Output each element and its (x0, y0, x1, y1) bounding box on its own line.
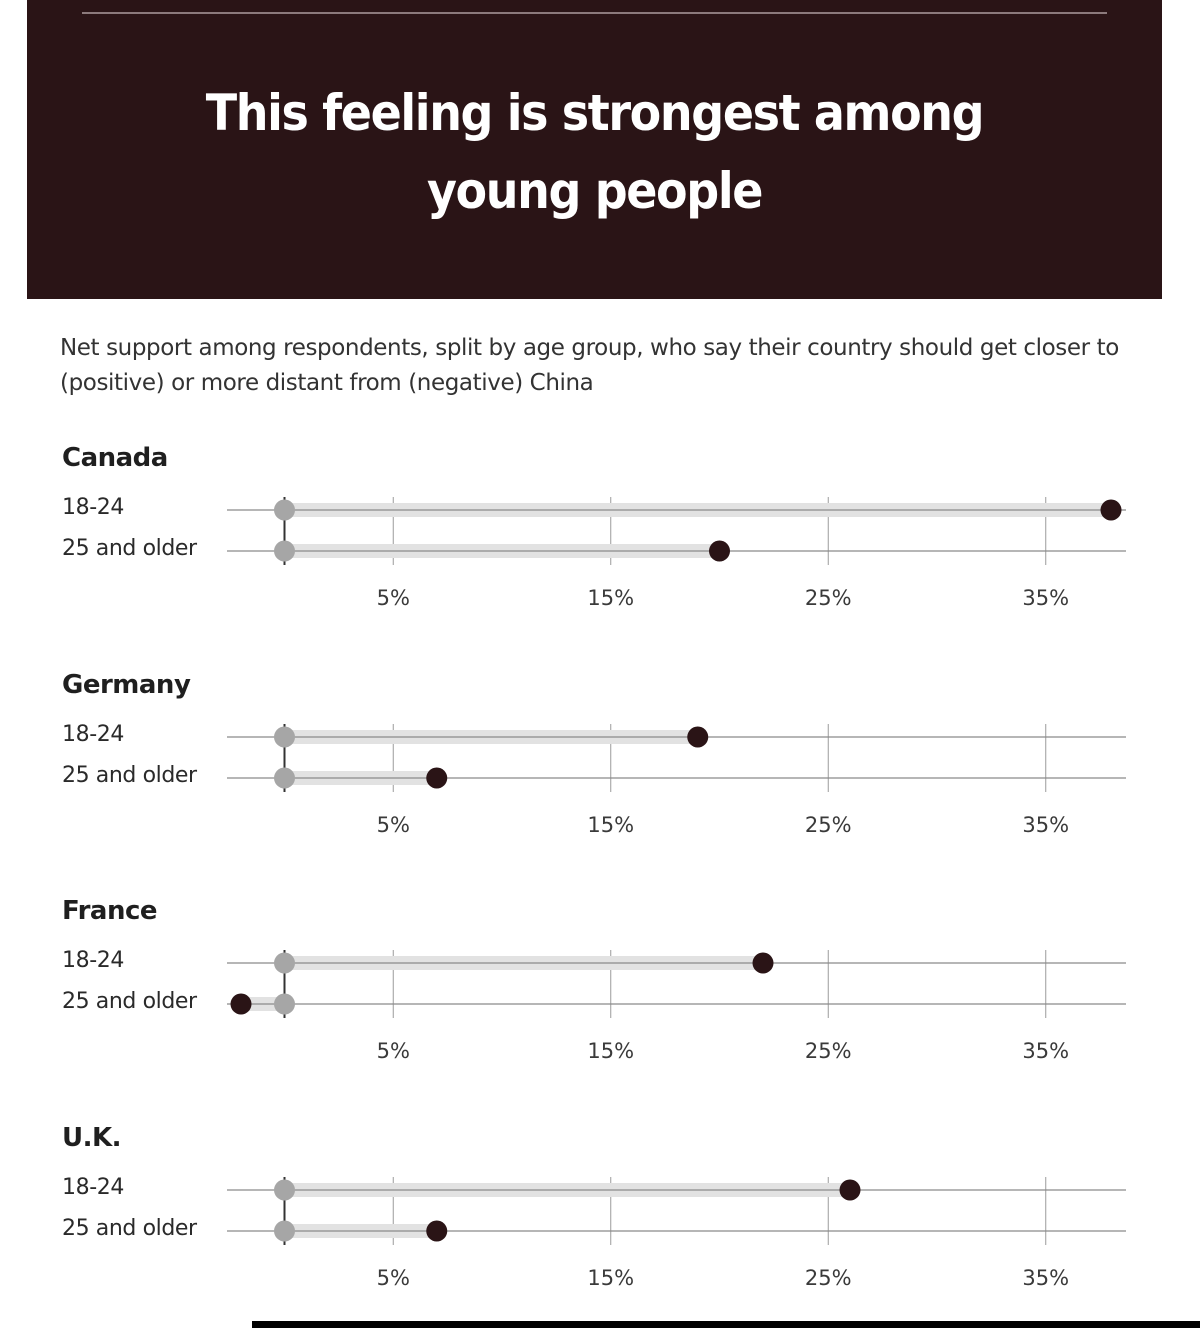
chart-panel: France 18-24 25 and older 5% 15% 25% 35% (0, 896, 1200, 1096)
value-dot (709, 540, 730, 562)
row-label: 18-24 (62, 495, 124, 520)
row-label: 25 and older (62, 1216, 197, 1241)
row-label: 18-24 (62, 948, 124, 973)
baseline-dot (274, 993, 295, 1015)
tick-label: 35% (1022, 586, 1069, 610)
tick-label: 15% (587, 1266, 634, 1290)
tick-label: 5% (377, 586, 410, 610)
value-dot (752, 952, 774, 974)
row-label: 25 and older (62, 536, 197, 561)
row-label: 25 and older (62, 989, 197, 1014)
tick-label: 5% (377, 813, 410, 837)
tick-label: 35% (1022, 1266, 1069, 1290)
chart-panel: U.K. 18-24 25 and older 5% 15% 25% 35% (0, 1123, 1200, 1323)
baseline-dot (274, 1220, 295, 1242)
row-label: 18-24 (62, 1175, 124, 1200)
chart-subtitle: Net support among respondents, split by … (60, 335, 1119, 396)
dot-plot: 5% 15% 25% 35% (227, 497, 1126, 610)
dot-plot: 5% 15% 25% 35% (227, 1177, 1126, 1290)
row-label: 18-24 (62, 722, 124, 747)
tick-label: 5% (377, 1266, 410, 1290)
page-title: This feeling is strongest among young pe… (72, 74, 1116, 230)
dot-plot: 5% 15% 25% 35% (227, 724, 1126, 837)
footer-bar (252, 1321, 1200, 1328)
tick-label: 25% (805, 586, 852, 610)
baseline-dot (274, 499, 295, 521)
header-banner: This feeling is strongest among young pe… (27, 0, 1162, 299)
tick-label: 35% (1022, 813, 1069, 837)
value-dot (687, 726, 709, 748)
tick-label: 15% (587, 1039, 634, 1063)
country-title: Germany (62, 670, 191, 700)
chart-panel: Germany 18-24 25 and older 5% 15% 25% 35% (0, 670, 1200, 870)
dot-plot: 5% 15% 25% 35% (227, 950, 1126, 1063)
value-dot (839, 1179, 861, 1201)
title-line-1: This feeling is strongest among (205, 84, 985, 142)
value-dot (230, 993, 252, 1015)
baseline-dot (274, 767, 295, 789)
tick-label: 25% (805, 813, 852, 837)
value-dot (1100, 499, 1122, 521)
header-rule (82, 12, 1107, 14)
baseline-dot (274, 1179, 295, 1201)
tick-label: 15% (587, 586, 634, 610)
tick-label: 35% (1022, 1039, 1069, 1063)
country-title: France (62, 896, 158, 926)
country-title: U.K. (62, 1123, 122, 1153)
value-dot (426, 767, 448, 789)
baseline-dot (274, 726, 295, 748)
tick-label: 25% (805, 1266, 852, 1290)
title-line-2: young people (426, 162, 763, 220)
baseline-dot (274, 540, 295, 562)
value-dot (426, 1220, 448, 1242)
country-title: Canada (62, 443, 168, 473)
tick-label: 15% (587, 813, 634, 837)
row-label: 25 and older (62, 763, 197, 788)
baseline-dot (274, 952, 295, 974)
tick-label: 5% (377, 1039, 410, 1063)
chart-panel: Canada 18-24 25 and older 5% 15% 25% 35% (0, 443, 1200, 643)
tick-label: 25% (805, 1039, 852, 1063)
